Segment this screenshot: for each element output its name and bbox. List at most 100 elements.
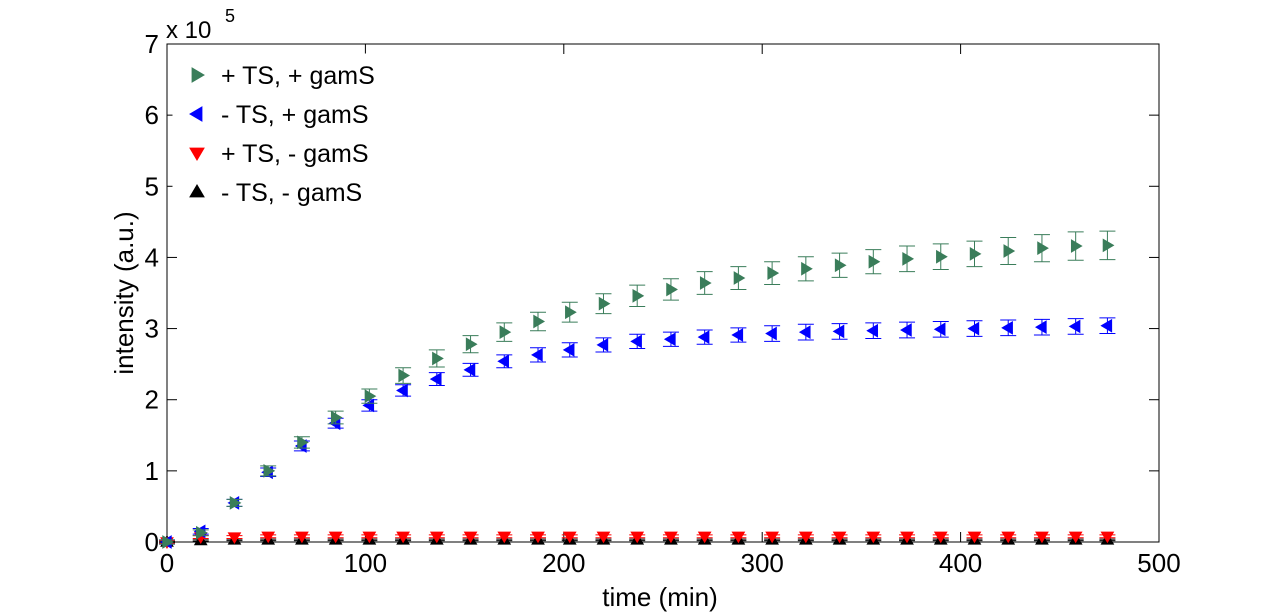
series-layer <box>159 230 1116 549</box>
data-point <box>832 531 847 544</box>
data-point <box>1100 531 1115 544</box>
data-point <box>396 383 408 398</box>
data-point <box>596 338 609 352</box>
data-point <box>664 531 678 544</box>
data-point <box>765 531 779 544</box>
data-point <box>499 325 512 340</box>
data-point <box>731 328 744 342</box>
data-point <box>362 531 377 544</box>
y-tick-label: 4 <box>145 242 159 272</box>
data-point <box>1035 531 1049 544</box>
data-point <box>263 463 276 478</box>
data-point <box>967 531 982 544</box>
data-point <box>162 535 174 549</box>
data-point <box>663 332 676 347</box>
legend-label: - TS, + gamS <box>221 101 369 129</box>
data-point <box>767 266 780 280</box>
data-point <box>396 531 410 544</box>
data-point <box>330 410 343 425</box>
data-point <box>562 531 577 544</box>
data-point <box>900 323 912 337</box>
legend-label: + TS, - gamS <box>221 140 369 168</box>
series-triangle-down <box>159 531 1116 549</box>
data-point <box>933 531 948 544</box>
data-point <box>630 531 645 544</box>
legend-marker <box>189 184 205 198</box>
data-point <box>697 330 710 344</box>
data-point <box>866 531 881 544</box>
data-point <box>531 348 543 362</box>
data-point <box>531 531 545 544</box>
data-point <box>630 334 642 349</box>
data-point <box>565 305 577 320</box>
data-point <box>429 372 442 386</box>
data-point <box>936 249 948 264</box>
legend-box <box>172 53 422 211</box>
data-point <box>1068 319 1081 334</box>
x-tick-label: 400 <box>939 548 982 578</box>
data-point <box>731 531 746 544</box>
ticks <box>166 43 1160 543</box>
y-tick-label: 5 <box>145 171 159 201</box>
y-tick-label: 3 <box>145 314 159 344</box>
y-tick-label: 1 <box>145 456 159 486</box>
data-point <box>328 531 343 544</box>
data-point <box>432 351 444 366</box>
y-scale-exponent: 5 <box>225 6 235 26</box>
legend-entry: + TS, + gamS <box>191 62 375 90</box>
data-point <box>733 271 746 285</box>
data-point <box>866 323 879 338</box>
data-point <box>699 276 712 290</box>
data-point <box>463 362 476 377</box>
data-point <box>497 354 509 369</box>
tick-labels: 0 100 200 300 400 500 0 1 2 3 4 5 6 7 <box>145 29 1181 578</box>
x-tick-label: 200 <box>542 548 585 578</box>
data-point <box>429 531 444 544</box>
data-point <box>1068 531 1083 544</box>
y-scale-multiplier: x 10 5 <box>166 6 235 44</box>
data-point <box>1070 239 1083 253</box>
data-point <box>295 531 309 544</box>
data-point <box>765 326 777 341</box>
legend: + TS, + gamS - TS, + gamS + TS, - gamS - TS… <box>172 53 422 211</box>
data-point <box>697 531 712 544</box>
data-point <box>1037 241 1049 256</box>
legend-entry: - TS, - gamS <box>189 179 362 207</box>
data-point <box>798 325 811 340</box>
legend-entry: - TS, + gamS <box>189 101 369 129</box>
data-point <box>933 322 946 337</box>
data-point <box>463 531 478 544</box>
x-tick-label: 300 <box>741 548 784 578</box>
data-point <box>666 282 678 297</box>
data-point <box>562 343 575 357</box>
data-point <box>1100 318 1113 333</box>
data-point <box>832 324 845 339</box>
series-triangle-right <box>159 230 1116 549</box>
data-point <box>1102 238 1115 253</box>
data-point <box>801 261 813 276</box>
y-tick-label: 0 <box>145 527 159 557</box>
data-point <box>398 368 411 383</box>
legend-marker <box>189 147 205 161</box>
legend-label: - TS, - gamS <box>221 179 362 207</box>
legend-label: + TS, + gamS <box>221 62 375 90</box>
data-point <box>969 246 982 261</box>
data-point <box>533 314 545 329</box>
data-point <box>902 251 915 266</box>
data-point <box>364 389 377 404</box>
data-point <box>632 288 645 303</box>
data-point <box>362 398 375 413</box>
y-axis-label: intensity (a.u.) <box>109 211 139 374</box>
legend-entry: + TS, - gamS <box>189 140 369 168</box>
data-point <box>598 296 611 311</box>
data-point <box>868 254 881 269</box>
data-point <box>967 321 980 336</box>
data-point <box>261 531 276 544</box>
data-point <box>1003 244 1016 258</box>
data-point <box>227 532 242 545</box>
legend-marker <box>189 106 203 122</box>
data-point <box>900 531 914 544</box>
y-tick-label: 6 <box>145 100 159 130</box>
legend-entries: + TS, + gamS - TS, + gamS + TS, - gamS - TS… <box>189 62 375 207</box>
